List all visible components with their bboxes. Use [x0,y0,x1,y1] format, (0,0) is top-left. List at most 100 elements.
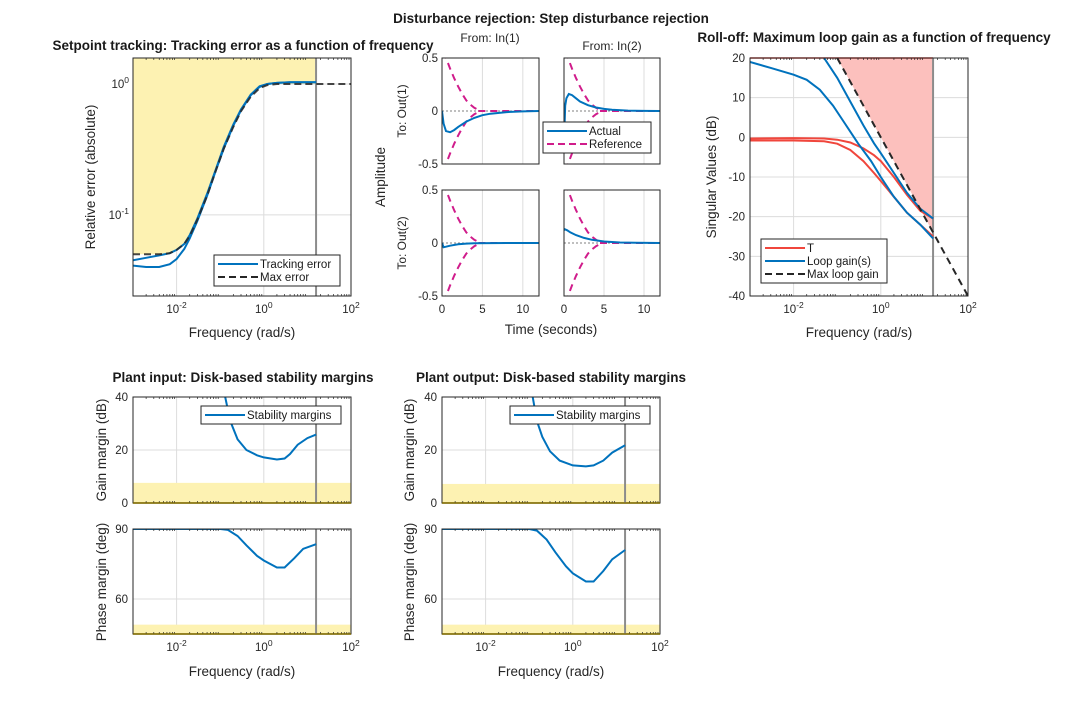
shaded-region [442,483,660,503]
shaded-region [133,624,351,634]
y-tick-label: 0 [122,498,128,510]
legend-label: Max error [260,272,309,284]
figure-title: Disturbance rejection: Step disturbance … [393,11,709,26]
mi-legend-box [200,405,342,425]
disturbance-ylabel: Amplitude [373,147,388,207]
x-tick-label: 100 [255,300,273,316]
y-tick-label: 0 [431,498,437,510]
reference-lower [444,111,479,164]
margins-output-gain-ylabel: Gain margin (dB) [402,399,417,502]
phase-margin-axes: 60 90 10-2 100 102 [424,524,669,654]
y-tick-label: 0 [432,238,438,250]
reference-upper [444,58,479,111]
tracking-ylabel: Relative error (absolute) [83,105,98,250]
y-tick-label: 20 [732,53,745,65]
x-tick-label: 102 [342,300,360,316]
reference-lower [444,243,479,296]
y-tick-label: 60 [115,594,128,606]
actual-response [442,110,539,134]
margins-output-axes: 0 20 40 60 90 10-2 100 102 Stability margins [424,392,669,654]
legend-label: Reference [589,139,642,151]
actual-response [564,92,660,143]
disturbance-xlabel: Time (seconds) [505,322,598,337]
rolloff-title: Roll-off: Maximum loop gain as a functio… [697,30,1051,45]
margins-input-gain-ylabel: Gain margin (dB) [94,399,109,502]
x-tick-label: 10 [516,304,529,316]
disturbance-panel-1-1: -0.5 0 0.5 [418,53,540,171]
y-tick-label: 40 [424,392,437,404]
disturbance-col-title-2: From: In(2) [582,39,641,53]
margins-output-title: Plant output: Disk-based stability margi… [416,370,686,385]
x-tick-label: 10-2 [166,300,187,316]
x-tick-label: 10 [638,304,651,316]
y-tick-label: -10 [728,172,745,184]
y-tick-label: -20 [728,212,745,224]
disturbance-col-title-1: From: In(1) [460,31,519,45]
shaded-region [133,58,317,255]
y-tick-label: 20 [115,445,128,457]
y-tick-label: -0.5 [418,159,438,171]
tracking-legend-box [213,254,341,287]
y-tick-label: 0 [739,132,745,144]
x-tick-label: 100 [255,638,273,654]
series-max-error [133,83,351,256]
tracking-xlabel: Frequency (rad/s) [189,325,296,340]
tracking-chart: Setpoint tracking: Tracking error as a f… [52,38,434,340]
axes-box [563,57,661,165]
y-tick-label: 0.5 [422,185,438,197]
x-tick-label: 100 [564,638,582,654]
y-tick-label: 0 [432,106,438,118]
y-tick-label: -30 [728,251,745,263]
actual-response [442,242,539,249]
y-tick-label: -40 [728,291,745,303]
x-tick-label: 10-2 [783,300,804,316]
axes-box [441,189,540,297]
legend-label: T [807,243,814,255]
x-tick-label: 102 [342,638,360,654]
x-tick-label: 100 [872,300,890,316]
series-loop-gain-s-2- [823,58,934,220]
disturbance-row-title-1: To: Out(1) [395,84,409,137]
stability-margin-curve [531,397,626,468]
legend-label: Loop gain(s) [807,256,871,268]
x-tick-label: 0 [561,304,567,316]
x-tick-label: 102 [959,300,977,316]
legend-label: Stability margins [556,410,641,422]
legend-label: Actual [589,126,621,138]
margins-input-axes: 0 20 40 60 90 10-2 100 102 Stability margins [115,392,360,654]
y-tick-label: 90 [115,524,128,536]
axes-box [749,57,969,297]
actual-response [564,227,660,244]
x-tick-label: 5 [479,304,485,316]
legend-label: Stability margins [247,410,332,422]
y-tick-label: 10 [732,93,745,105]
y-tick-label: 90 [424,524,437,536]
reference-upper [444,190,479,243]
axes-box [132,528,352,635]
x-tick-label: 10-2 [166,638,187,654]
series-max-loop-gain [836,57,969,297]
margins-output-chart: Plant output: Disk-based stability margi… [402,370,686,679]
phase-margin-axes: 60 90 10-2 100 102 [115,524,360,654]
rolloff-ylabel: Singular Values (dB) [704,116,719,239]
disturbance-panel-2-2: 0 5 10 [561,189,661,316]
stability-margin-curve [224,397,317,461]
x-tick-label: 0 [439,304,445,316]
margins-input-chart: Plant input: Disk-based stability margin… [94,370,374,679]
reference-lower [566,243,601,296]
reference-upper [566,190,601,243]
disturbance-panel-2-1: -0.500.50 5 10 [418,185,540,316]
stability-margin-curve [442,529,626,583]
y-tick-label: 60 [424,594,437,606]
y-tick-label: 100 [111,75,129,91]
axes-box [132,57,352,297]
stability-margin-curve [133,529,317,569]
disturbance-chart: From: In(1) From: In(2) To: Out(1) To: O… [373,31,661,337]
mo-legend-box [509,405,651,425]
axes-box [441,57,540,165]
series-loop-gain-s- [750,61,934,240]
y-tick-label: 10-1 [109,206,130,222]
